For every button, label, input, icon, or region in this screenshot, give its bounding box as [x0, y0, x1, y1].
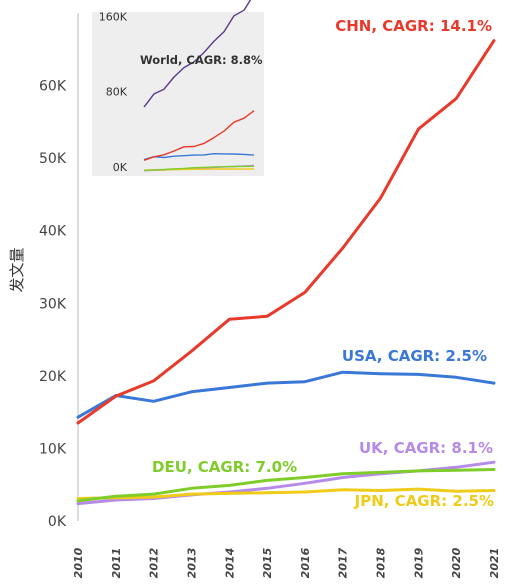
x-tick-label: 2014 [223, 548, 236, 579]
y-tick-label: 30K [39, 296, 67, 312]
series-label-deu: DEU, CAGR: 7.0% [152, 458, 297, 476]
inset-y-tick-label: 80K [106, 86, 128, 99]
series-label-uk: UK, CAGR: 8.1% [359, 439, 493, 457]
series-labels: CHN, CAGR: 14.1% USA, CAGR: 2.5% DEU, CAGR… [152, 17, 494, 510]
y-axis-label: 发文量 [8, 247, 26, 292]
x-tick-label: 2011 [110, 548, 123, 579]
x-tick-label: 2012 [148, 547, 161, 578]
series-line-deu [76, 468, 496, 503]
inset-y-tick-label: 160K [99, 10, 128, 23]
x-tick-label: 2015 [261, 547, 274, 578]
x-tick-label: 2017 [337, 547, 350, 578]
y-tick-label: 20K [39, 369, 67, 385]
x-tick-label: 2019 [412, 547, 425, 578]
y-tick-label: 10K [39, 441, 67, 457]
x-tick-label: 2013 [185, 547, 198, 578]
inset-y-tick-label: 0K [113, 161, 128, 174]
series-line-chn [76, 39, 496, 425]
x-tick-label: 2021 [488, 548, 501, 579]
x-tick-label: 2010 [72, 547, 85, 578]
inset-series-lines [143, 0, 255, 172]
y-tick-label: 50K [39, 151, 67, 167]
inset-chart: 0K 80K 160K World, CAGR: 8.8% [92, 0, 264, 176]
series-lines [76, 39, 496, 506]
inset-series-line-usa [143, 152, 255, 161]
inset-y-ticks: 0K 80K 160K [99, 10, 128, 174]
inset-series-line-chn [143, 110, 255, 161]
x-tick-label: 2020 [450, 547, 463, 578]
inset-series-line-world [143, 0, 252, 108]
inset-series-line-deu [143, 165, 255, 172]
x-tick-label: 2018 [375, 547, 388, 578]
series-label-chn: CHN, CAGR: 14.1% [335, 17, 492, 35]
inset-world-label: World, CAGR: 8.8% [140, 53, 263, 67]
series-label-jpn: JPN, CAGR: 2.5% [354, 492, 494, 510]
y-axis-ticks: 0K 10K 20K 30K 40K 50K 60K [39, 79, 67, 530]
x-tick-label: 2016 [299, 547, 312, 578]
series-line-usa [76, 370, 496, 419]
series-label-usa: USA, CAGR: 2.5% [342, 347, 487, 365]
x-axis-ticks: 2010 2011 2012 2013 2014 2015 2016 2017 2018 2019… [72, 547, 501, 578]
y-tick-label: 60K [39, 79, 67, 95]
y-tick-label: 0K [48, 514, 67, 530]
series-line-jpn [76, 487, 496, 500]
y-tick-label: 40K [39, 224, 67, 240]
